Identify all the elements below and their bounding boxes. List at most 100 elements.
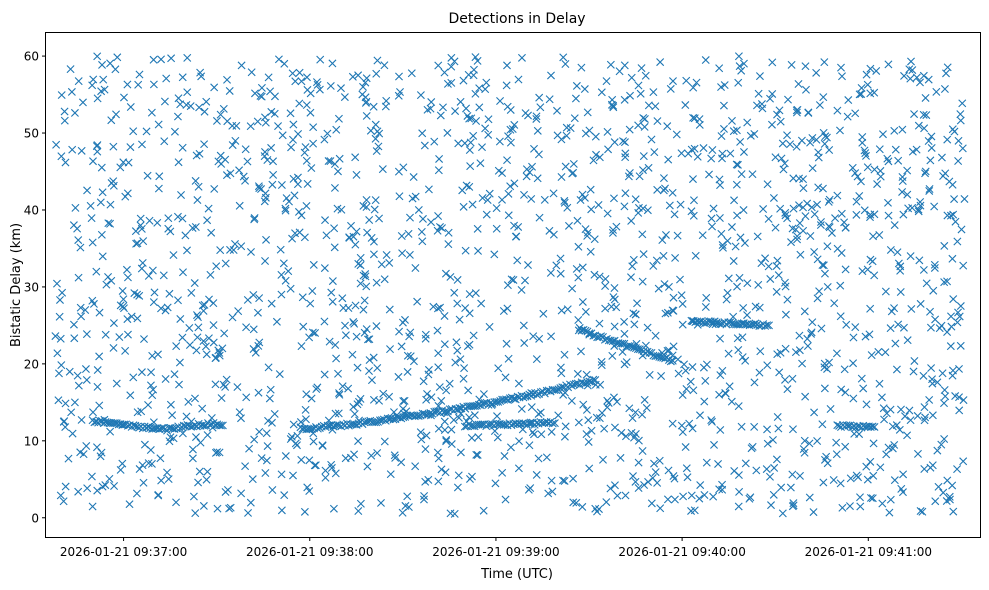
- clutter-point: [810, 248, 819, 257]
- clutter-point: [454, 471, 463, 480]
- clutter-point: [681, 366, 690, 375]
- clutter-point: [303, 483, 312, 492]
- clutter-point: [60, 107, 69, 116]
- clutter-point: [354, 437, 363, 446]
- clutter-point: [851, 323, 860, 332]
- clutter-point: [438, 224, 446, 233]
- clutter-point: [879, 404, 888, 413]
- clutter-point: [843, 112, 852, 121]
- clutter-point: [361, 272, 370, 281]
- track-point: [755, 322, 764, 331]
- clutter-point: [676, 200, 685, 209]
- clutter-point: [100, 85, 109, 94]
- clutter-point: [577, 63, 586, 72]
- clutter-point: [947, 312, 955, 321]
- clutter-point: [699, 144, 708, 153]
- track-point: [217, 421, 225, 430]
- clutter-point: [933, 378, 942, 387]
- clutter-point: [178, 143, 187, 152]
- clutter-point: [89, 299, 98, 308]
- clutter-point: [502, 339, 511, 348]
- track-point: [616, 339, 625, 348]
- clutter-point: [715, 485, 724, 494]
- clutter-point: [535, 334, 544, 343]
- clutter-point: [875, 230, 884, 239]
- clutter-point: [198, 404, 207, 413]
- clutter-point: [733, 334, 742, 343]
- clutter-point: [530, 144, 539, 153]
- clutter-point: [419, 495, 428, 504]
- clutter-point: [787, 238, 796, 247]
- clutter-point: [401, 315, 409, 324]
- clutter-point: [123, 330, 132, 339]
- clutter-point: [913, 449, 922, 458]
- clutter-point: [621, 149, 630, 158]
- clutter-point: [200, 140, 209, 149]
- clutter-point: [948, 125, 957, 134]
- clutter-point: [61, 423, 70, 432]
- clutter-point: [810, 408, 819, 417]
- clutter-point: [641, 71, 650, 80]
- clutter-point: [183, 246, 191, 255]
- clutter-point: [58, 288, 67, 297]
- clutter-point: [673, 231, 682, 240]
- clutter-point: [953, 318, 962, 327]
- clutter-point: [338, 382, 347, 391]
- clutter-point: [528, 162, 537, 171]
- clutter-point: [446, 272, 455, 281]
- clutter-point: [101, 330, 110, 339]
- clutter-point: [286, 109, 295, 118]
- clutter-point: [866, 304, 875, 313]
- clutter-point: [268, 486, 277, 494]
- clutter-point: [225, 86, 234, 95]
- clutter-point: [774, 271, 783, 280]
- clutter-point: [435, 222, 444, 231]
- clutter-point: [188, 223, 197, 232]
- clutter-point: [166, 400, 175, 409]
- clutter-point: [837, 209, 846, 218]
- clutter-point: [563, 203, 572, 212]
- clutter-point: [350, 319, 359, 328]
- clutter-point: [708, 222, 717, 231]
- clutter-point: [147, 108, 156, 117]
- clutter-point: [701, 376, 710, 385]
- clutter-point: [702, 458, 711, 467]
- clutter-point: [407, 69, 416, 78]
- clutter-point: [764, 214, 773, 223]
- clutter-point: [562, 131, 571, 140]
- clutter-point: [731, 242, 740, 251]
- clutter-point: [582, 370, 591, 379]
- clutter-point: [562, 123, 571, 132]
- clutter-point: [789, 204, 798, 213]
- clutter-point: [547, 427, 556, 436]
- clutter-point: [870, 165, 879, 174]
- clutter-point: [836, 281, 845, 290]
- clutter-point: [138, 258, 147, 267]
- clutter-point: [801, 85, 810, 94]
- clutter-point: [380, 61, 389, 70]
- clutter-point: [369, 395, 378, 404]
- clutter-point: [255, 294, 264, 303]
- clutter-point: [209, 299, 218, 308]
- clutter-point: [877, 393, 886, 402]
- track-point: [666, 357, 675, 366]
- clutter-point: [695, 494, 704, 503]
- clutter-point: [650, 148, 659, 157]
- clutter-point: [294, 207, 303, 216]
- clutter-point: [718, 366, 727, 375]
- clutter-point: [299, 322, 308, 331]
- clutter-point: [293, 180, 302, 189]
- clutter-point: [430, 137, 439, 146]
- clutter-point: [878, 130, 887, 139]
- clutter-point: [840, 218, 849, 227]
- track-point: [550, 419, 559, 428]
- clutter-point: [690, 144, 699, 153]
- clutter-point: [950, 195, 959, 204]
- clutter-point: [209, 321, 218, 330]
- clutter-point: [517, 285, 526, 294]
- clutter-point: [528, 428, 537, 437]
- clutter-point: [684, 149, 693, 158]
- clutter-point: [727, 116, 736, 125]
- clutter-point: [361, 78, 370, 87]
- clutter-point: [557, 369, 566, 378]
